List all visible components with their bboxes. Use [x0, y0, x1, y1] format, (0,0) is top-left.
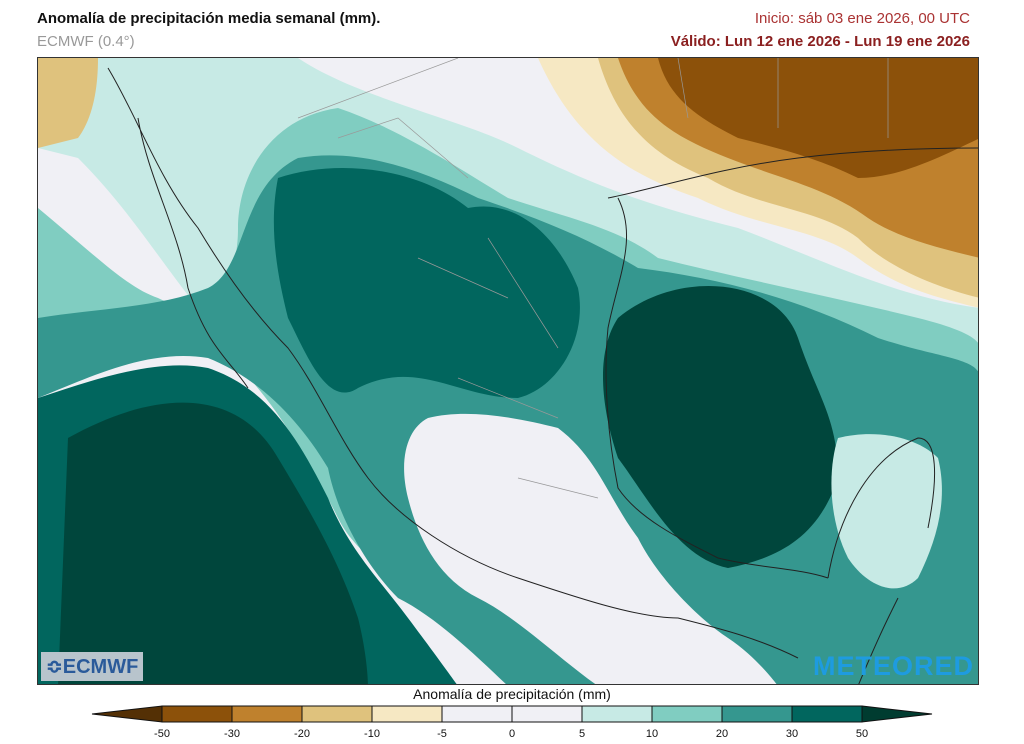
colorbar-tick-label: 5 — [578, 728, 586, 740]
colorbar-tick-label: -5 — [437, 728, 447, 740]
map-title: Anomalía de precipitación media semanal … — [37, 10, 381, 27]
colorbar-bin — [791, 705, 863, 723]
precipitation-anomaly-map: ≎ECMWF METEORED — [37, 57, 979, 685]
meteored-logo: METEORED — [812, 651, 974, 681]
anomaly-field-yucatan-light — [831, 434, 942, 589]
init-date: Inicio: sáb 03 ene 2026, 00 UTC — [754, 10, 970, 27]
colorbar-over-arrow — [861, 705, 933, 723]
colorbar-under-arrow — [91, 705, 163, 723]
colorbar-bin — [651, 705, 723, 723]
anomaly-field-nw-tan — [38, 58, 98, 148]
model-label: ECMWF (0.4°) — [37, 33, 135, 50]
anomaly-field-dark-brown — [658, 58, 978, 178]
colorbar-bin — [301, 705, 373, 723]
colorbar-tick-label: 30 — [785, 728, 799, 740]
anomaly-field-dark-teal-north — [273, 168, 580, 398]
valid-period: Válido: Lun 12 ene 2026 - Lun 19 ene 202… — [670, 33, 970, 50]
colorbar-bin — [161, 705, 233, 723]
colorbar-bin — [441, 705, 513, 723]
ecmwf-logo: ≎ECMWF — [41, 652, 144, 681]
colorbar-tick-label: 50 — [855, 728, 869, 740]
colorbar-bin — [511, 705, 583, 723]
map-fields — [38, 58, 978, 684]
state-borders — [297, 58, 889, 499]
colorbar-tick-label: 20 — [715, 728, 729, 740]
colorbar-tick-label: 10 — [645, 728, 659, 740]
colorbar-tick-label: 0 — [508, 728, 516, 740]
coastline — [107, 67, 978, 684]
colorbar-tick-label: -30 — [224, 728, 240, 740]
colorbar-tick-label: -50 — [154, 728, 170, 740]
anomaly-field-dark-teal-gulf — [603, 285, 838, 568]
colorbar-tick-label: -20 — [294, 728, 310, 740]
anomaly-field-dry-central — [404, 413, 777, 684]
anomaly-field-very-dark-teal-pacific — [58, 402, 368, 684]
colorbar — [91, 705, 933, 723]
colorbar-bin — [371, 705, 443, 723]
colorbar-title: Anomalía de precipitación (mm) — [413, 686, 611, 702]
colorbar-tick-label: -10 — [364, 728, 380, 740]
colorbar-bin — [721, 705, 793, 723]
colorbar-bin — [581, 705, 653, 723]
colorbar-bin — [231, 705, 303, 723]
